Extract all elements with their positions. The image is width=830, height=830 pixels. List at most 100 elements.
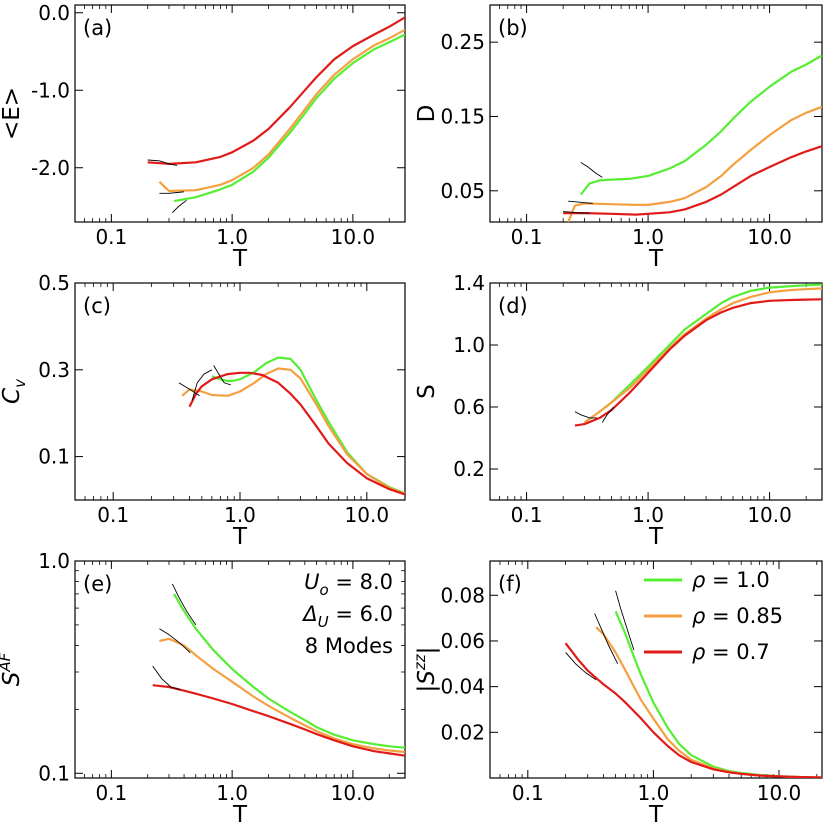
y-axis-label: |Szz| [411,647,440,693]
reference-line-b-0 [580,162,603,178]
y-tick-label: 0.06 [440,629,485,653]
panel-label: (c) [83,294,111,318]
axes-frame [489,282,823,501]
y-tick-label: 0.1 [38,761,70,785]
x-axis-label: T [648,246,664,272]
x-tick-label: 0.1 [512,781,544,805]
y-tick-label: 0.08 [440,583,485,607]
legend-label: ρ = 0.85 [692,604,783,628]
legend-label: ρ = 1.0 [692,568,770,592]
series-line-e-1 [159,637,405,754]
reference-line-b-1 [568,200,593,204]
reference-line-c-1 [191,369,213,401]
panel-c: 0.1 1.0 10.0 0.1 0.3 0.5 T Cv (c) [0,271,406,550]
series-line-b-0 [580,54,822,196]
x-tick-label: 1.0 [224,503,256,527]
reference-line-d-1 [601,406,614,423]
series-line-c-2 [188,371,405,496]
x-tick-label: 1.0 [216,781,248,805]
series-line-d-2 [574,298,822,427]
series-line-f-2 [564,642,822,778]
reference-line-f-2 [615,590,635,651]
panel-a: 0.1 1.0 10.0 -2.0 -1.0 0.0 T <E> (a) [0,1,406,272]
reference-line-d-0 [574,411,597,419]
reference-line-a-0 [147,159,178,166]
y-tick-label: 0.6 [453,395,485,419]
panel-label: (d) [498,294,528,318]
axes-frame [489,560,823,779]
reference-line-f-0 [565,652,597,681]
panel-label: (e) [83,572,112,596]
y-axis-label: <E> [0,87,25,140]
reference-line-c-0 [178,382,200,397]
reference-line-a-2 [172,199,187,214]
y-tick-label: 0.5 [38,271,70,295]
panel-d: 0.1 1.0 10.0 0.2 0.6 1.0 1.4 T S (d) [414,271,823,550]
x-tick-label: 1.0 [216,225,248,249]
x-axis-label: T [648,524,664,550]
x-tick-label: 0.1 [511,503,543,527]
x-tick-label: 10.0 [757,781,802,805]
x-tick-label: 10.0 [747,225,792,249]
x-tick-label: 1.0 [632,225,664,249]
reference-line-e-1 [159,628,191,654]
series-line-b-1 [567,105,822,222]
reference-line-f-1 [594,613,619,665]
panel-label: (b) [498,16,528,40]
series-line-c-1 [181,367,405,495]
x-tick-label: 1.0 [632,503,664,527]
axes-frame [74,4,406,223]
y-tick-label: 0.1 [38,445,70,469]
x-tick-label: 10.0 [345,503,390,527]
series-line-a-2 [147,16,405,165]
x-axis-label: T [232,802,248,828]
x-tick-label: 10.0 [747,503,792,527]
y-tick-label: 0.04 [440,675,485,699]
panel-f: 0.1 1.0 10.0 0.02 0.04 0.06 0.08 T |Szz| (f) ρ = 1… [411,560,823,828]
annotation: 8 Modes [305,634,393,658]
x-axis-label: T [648,802,664,828]
series-line-e-2 [152,684,405,757]
y-axis-label: SAF [0,652,25,686]
y-tick-label: -1.0 [31,78,70,102]
reference-line-e-2 [152,665,181,690]
series-line-c-0 [211,356,405,495]
series-line-f-0 [614,610,822,778]
y-tick-label: 0.25 [440,30,485,54]
x-tick-label: 1.0 [637,781,669,805]
y-axis-label: S [414,384,440,399]
series-line-b-2 [563,145,822,216]
y-tick-label: 1.0 [38,549,70,573]
series-line-e-0 [173,593,405,749]
y-tick-label: 0.05 [440,179,485,203]
reference-line-e-0 [171,583,197,626]
y-tick-label: 0.2 [453,457,485,481]
series-line-d-0 [605,283,822,408]
y-tick-label: 0.3 [38,358,70,382]
y-axis-label: D [414,105,440,123]
annotation: Uo = 8.0 [304,570,393,599]
panel-b: 0.1 1.0 10.0 0.05 0.15 0.25 T D (b) [414,4,823,272]
panel-label: (f) [498,572,522,596]
legend-label: ρ = 0.7 [692,640,770,664]
reference-line-c-2 [213,365,232,386]
y-tick-label: 1.0 [453,333,485,357]
reference-line-b-2 [563,211,590,214]
y-tick-label: 0.15 [440,104,485,128]
annotation: ΔU = 6.0 [301,602,393,631]
x-tick-label: 0.1 [97,503,129,527]
x-tick-label: 0.1 [511,225,543,249]
axes-frame [489,4,823,223]
y-tick-label: -2.0 [31,156,70,180]
y-axis-label: Cv [0,378,29,404]
x-tick-label: 0.1 [95,225,127,249]
series-line-a-1 [158,28,405,193]
x-tick-label: 0.1 [95,781,127,805]
x-axis-label: T [232,524,248,550]
series-line-a-0 [173,33,405,203]
y-tick-label: 0.02 [440,720,485,744]
x-tick-label: 10.0 [331,781,376,805]
y-tick-label: 0.0 [38,1,70,25]
